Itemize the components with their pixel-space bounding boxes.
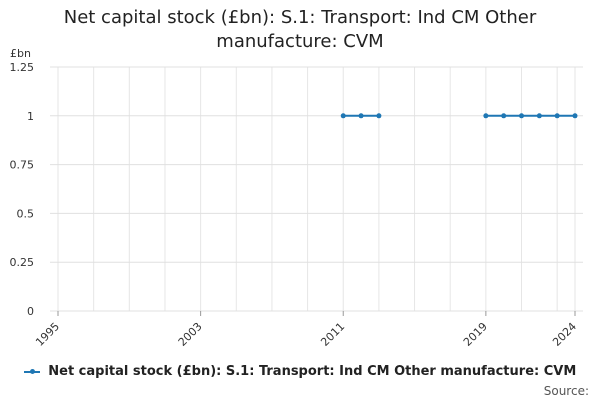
y-tick-label: 1	[27, 110, 34, 123]
x-tick-label: 2019	[461, 320, 490, 349]
chart-title-line-2: manufacture: CVM	[216, 31, 384, 52]
y-tick-label: 1.25	[10, 61, 35, 74]
data-point	[358, 113, 364, 119]
y-axis-label: £bn	[10, 47, 31, 60]
y-tick-label: 0.25	[10, 256, 35, 269]
data-point	[554, 113, 560, 119]
legend-swatch	[23, 368, 40, 374]
y-tick-label: 0.75	[10, 159, 35, 172]
x-tick-label: 2024	[550, 320, 579, 349]
legend-label: Net capital stock (£bn): S.1: Transport:…	[48, 364, 577, 379]
data-point	[340, 113, 346, 119]
x-tick-label: 2011	[318, 320, 347, 349]
x-tick-label: 2003	[176, 320, 205, 349]
data-point	[483, 113, 489, 119]
source-label: Source:	[543, 384, 589, 398]
y-tick-label: 0.5	[17, 207, 35, 220]
data-point	[519, 113, 525, 119]
chart-title: Net capital stock (£bn): S.1: Transport:…	[0, 6, 600, 54]
chart-legend: Net capital stock (£bn): S.1: Transport:…	[0, 364, 600, 379]
y-tick-label: 0	[27, 305, 34, 318]
chart-title-line-1: Net capital stock (£bn): S.1: Transport:…	[63, 7, 537, 28]
data-point	[572, 113, 578, 119]
data-point	[376, 113, 382, 119]
data-point	[501, 113, 507, 119]
data-point	[536, 113, 542, 119]
x-tick-label: 1995	[33, 320, 62, 349]
